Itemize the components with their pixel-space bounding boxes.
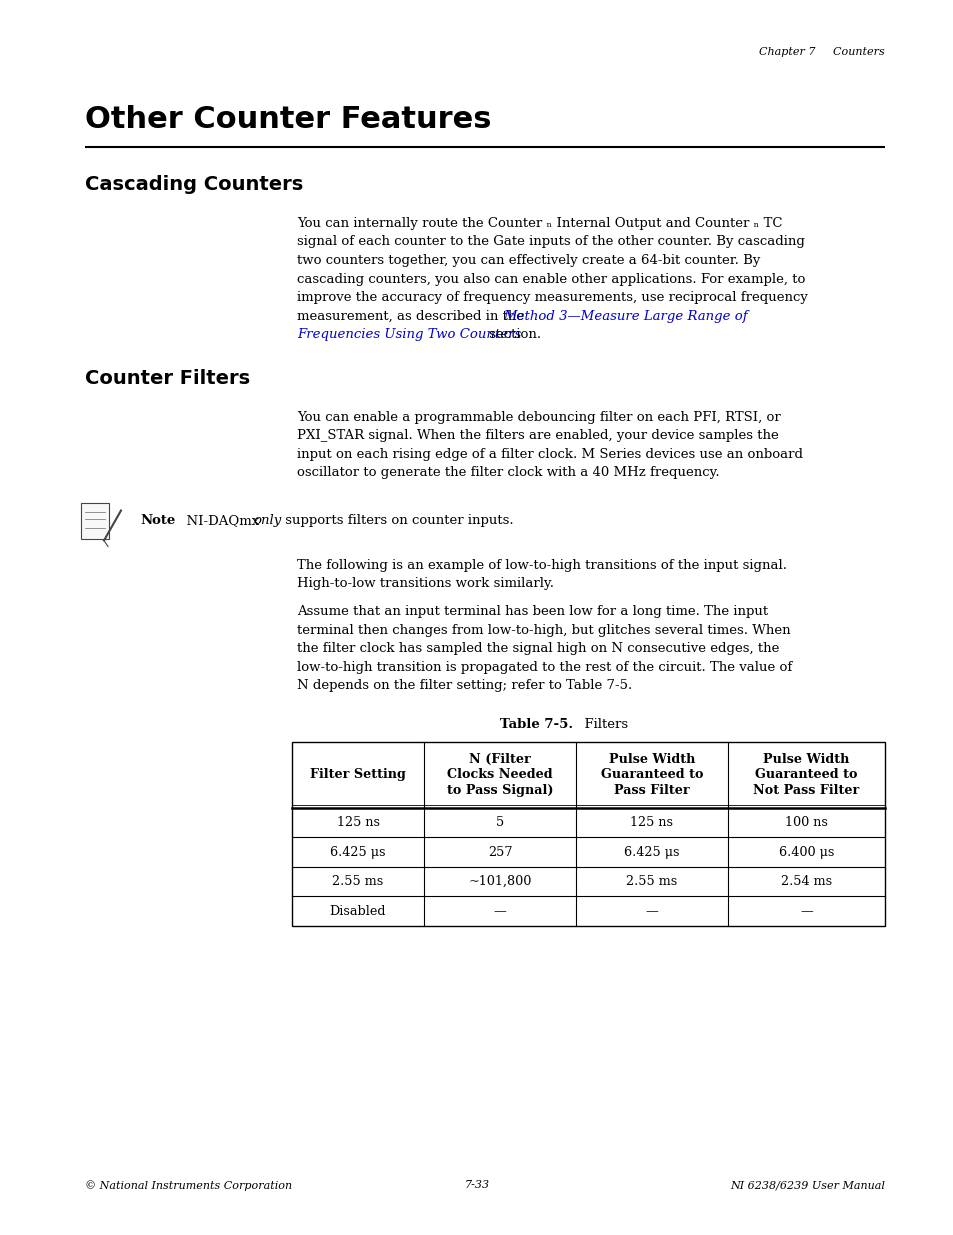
Text: Note: Note bbox=[140, 514, 175, 527]
Text: 2.55 ms: 2.55 ms bbox=[332, 876, 383, 888]
Text: —: — bbox=[645, 905, 658, 918]
Bar bbox=[81, 503, 109, 538]
Text: 125 ns: 125 ns bbox=[336, 816, 379, 829]
Text: Filter Setting: Filter Setting bbox=[310, 768, 406, 782]
Text: measurement, as described in the: measurement, as described in the bbox=[296, 310, 528, 322]
Text: PXI_STAR signal. When the filters are enabled, your device samples the: PXI_STAR signal. When the filters are en… bbox=[296, 429, 778, 442]
Text: input on each rising edge of a filter clock. M Series devices use an onboard: input on each rising edge of a filter cl… bbox=[296, 447, 802, 461]
Text: Assume that an input terminal has been low for a long time. The input: Assume that an input terminal has been l… bbox=[296, 605, 767, 619]
Bar bbox=[292, 742, 884, 926]
Text: 6.400 μs: 6.400 μs bbox=[778, 846, 833, 858]
Text: signal of each counter to the Gate inputs of the other counter. By cascading: signal of each counter to the Gate input… bbox=[296, 236, 804, 248]
Text: Filters: Filters bbox=[576, 718, 627, 731]
Text: the filter clock has sampled the signal high on N consecutive edges, the: the filter clock has sampled the signal … bbox=[296, 642, 779, 656]
Text: 125 ns: 125 ns bbox=[630, 816, 673, 829]
Text: NI 6238/6239 User Manual: NI 6238/6239 User Manual bbox=[729, 1179, 884, 1191]
Text: 7-33: 7-33 bbox=[464, 1179, 489, 1191]
Text: 6.425 μs: 6.425 μs bbox=[330, 846, 385, 858]
Text: Chapter 7     Counters: Chapter 7 Counters bbox=[759, 47, 884, 57]
Text: Table 7-5.: Table 7-5. bbox=[499, 718, 573, 731]
Text: 6.425 μs: 6.425 μs bbox=[623, 846, 679, 858]
Text: supports filters on counter inputs.: supports filters on counter inputs. bbox=[281, 514, 513, 527]
Text: section.: section. bbox=[484, 329, 540, 341]
Text: You can internally route the Counter ₙ Internal Output and Counter ₙ TC: You can internally route the Counter ₙ I… bbox=[296, 217, 781, 230]
Text: —: — bbox=[800, 905, 812, 918]
Text: You can enable a programmable debouncing filter on each PFI, RTSI, or: You can enable a programmable debouncing… bbox=[296, 410, 780, 424]
Text: High-to-low transitions work similarly.: High-to-low transitions work similarly. bbox=[296, 577, 554, 590]
Text: Other Counter Features: Other Counter Features bbox=[85, 105, 491, 135]
Text: Counter Filters: Counter Filters bbox=[85, 368, 250, 388]
Text: 5: 5 bbox=[496, 816, 503, 829]
Text: Pulse Width
Guaranteed to
Not Pass Filter: Pulse Width Guaranteed to Not Pass Filte… bbox=[753, 753, 859, 797]
Text: oscillator to generate the filter clock with a 40 MHz frequency.: oscillator to generate the filter clock … bbox=[296, 466, 719, 479]
Text: terminal then changes from low-to-high, but glitches several times. When: terminal then changes from low-to-high, … bbox=[296, 624, 790, 637]
Text: 2.54 ms: 2.54 ms bbox=[781, 876, 831, 888]
Text: N (Filter
Clocks Needed
to Pass Signal): N (Filter Clocks Needed to Pass Signal) bbox=[446, 753, 553, 797]
Text: 2.55 ms: 2.55 ms bbox=[626, 876, 677, 888]
Text: two counters together, you can effectively create a 64-bit counter. By: two counters together, you can effective… bbox=[296, 254, 760, 267]
Text: The following is an example of low-to-high transitions of the input signal.: The following is an example of low-to-hi… bbox=[296, 558, 786, 572]
Text: Pulse Width
Guaranteed to
Pass Filter: Pulse Width Guaranteed to Pass Filter bbox=[600, 753, 702, 797]
Text: Cascading Counters: Cascading Counters bbox=[85, 175, 303, 194]
Text: low-to-high transition is propagated to the rest of the circuit. The value of: low-to-high transition is propagated to … bbox=[296, 661, 791, 674]
Text: only: only bbox=[253, 514, 281, 527]
Text: 100 ns: 100 ns bbox=[784, 816, 827, 829]
Text: improve the accuracy of frequency measurements, use reciprocal frequency: improve the accuracy of frequency measur… bbox=[296, 291, 807, 304]
Text: © National Instruments Corporation: © National Instruments Corporation bbox=[85, 1179, 292, 1191]
Text: Frequencies Using Two Counters: Frequencies Using Two Counters bbox=[296, 329, 520, 341]
Text: —: — bbox=[493, 905, 506, 918]
Text: 257: 257 bbox=[487, 846, 512, 858]
Text: Disabled: Disabled bbox=[330, 905, 386, 918]
Text: Method 3—Measure Large Range of: Method 3—Measure Large Range of bbox=[503, 310, 747, 322]
Text: N depends on the filter setting; refer to Table 7-5.: N depends on the filter setting; refer t… bbox=[296, 679, 632, 693]
Text: ~101,800: ~101,800 bbox=[468, 876, 531, 888]
Text: NI-DAQmx: NI-DAQmx bbox=[178, 514, 263, 527]
Text: cascading counters, you also can enable other applications. For example, to: cascading counters, you also can enable … bbox=[296, 273, 804, 285]
